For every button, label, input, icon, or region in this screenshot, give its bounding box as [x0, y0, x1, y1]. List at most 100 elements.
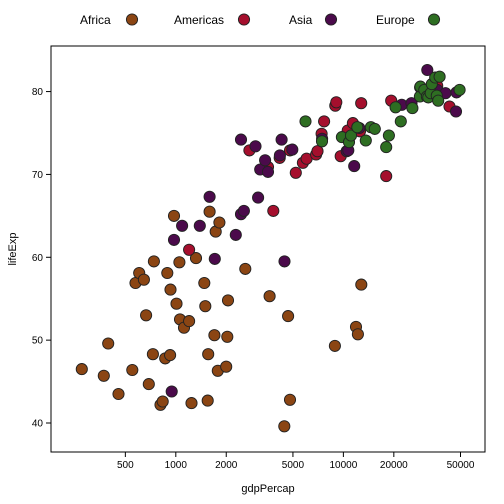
point-asia	[421, 63, 434, 77]
point-europe	[394, 115, 407, 128]
point-europe	[389, 101, 402, 114]
point-asia	[273, 149, 286, 162]
point-africa	[156, 395, 169, 408]
x-tick-label: 500	[117, 460, 134, 471]
point-africa	[97, 369, 110, 382]
x-axis-label: gdpPercap	[241, 483, 294, 495]
point-asia	[193, 219, 206, 232]
point-asia	[176, 219, 189, 232]
legend-label-americas: Americas	[174, 13, 224, 27]
point-africa	[283, 393, 297, 406]
point-asia	[252, 191, 265, 204]
y-tick-label: 80	[32, 87, 44, 98]
point-africa	[351, 328, 364, 341]
point-africa	[147, 255, 160, 268]
point-asia	[259, 154, 272, 167]
point-asia	[165, 385, 178, 398]
data-points	[75, 63, 466, 433]
point-asia	[449, 105, 463, 118]
point-africa	[208, 329, 221, 342]
legend-marker-asia	[324, 13, 338, 26]
point-americas	[267, 204, 280, 217]
point-europe	[299, 115, 312, 128]
legend-marker-africa	[125, 13, 139, 26]
point-africa	[202, 348, 215, 361]
point-europe	[344, 129, 358, 142]
point-africa	[183, 315, 196, 328]
point-africa	[102, 337, 115, 350]
point-africa	[167, 209, 181, 222]
point-africa	[328, 339, 341, 352]
legend-label-europe: Europe	[376, 13, 415, 27]
point-americas	[289, 166, 302, 179]
plot-panel	[50, 45, 486, 453]
point-asia	[203, 190, 216, 203]
point-africa	[142, 378, 155, 391]
point-africa	[185, 397, 198, 410]
legend-marker-europe	[427, 13, 441, 26]
point-africa	[199, 300, 212, 313]
x-tick-label: 10000	[329, 460, 357, 471]
point-africa	[213, 216, 226, 229]
point-americas	[355, 97, 368, 110]
point-asia	[237, 204, 250, 217]
point-asia	[208, 252, 221, 265]
point-africa	[221, 294, 235, 307]
x-tick-label: 50000	[447, 460, 475, 471]
point-europe	[368, 122, 381, 135]
x-tick-label: 20000	[380, 460, 408, 471]
point-europe	[380, 141, 393, 154]
legend-label-asia: Asia	[289, 13, 313, 27]
x-tick-label: 5000	[282, 460, 305, 471]
point-europe	[315, 135, 329, 148]
point-africa	[173, 256, 186, 269]
point-africa	[201, 394, 214, 407]
y-axis: 40 50 60 70 80	[32, 87, 51, 430]
point-asia	[234, 133, 248, 146]
point-europe	[359, 134, 372, 147]
point-asia	[167, 233, 181, 246]
y-tick-label: 40	[32, 419, 44, 430]
point-africa	[146, 348, 159, 361]
y-tick-label: 60	[32, 253, 44, 264]
point-africa	[355, 278, 368, 291]
point-europe	[433, 70, 446, 83]
point-asia	[261, 165, 275, 178]
y-tick-label: 70	[32, 170, 44, 181]
point-americas	[183, 243, 196, 256]
point-africa	[126, 363, 139, 377]
point-africa	[164, 283, 177, 296]
point-africa	[75, 363, 88, 376]
point-americas	[311, 145, 324, 158]
point-europe	[406, 102, 419, 115]
point-europe	[432, 94, 445, 107]
y-tick-label: 50	[32, 336, 44, 347]
x-axis: 500 1000 2000 5000 10000 20000 50000	[117, 452, 475, 471]
point-asia	[249, 140, 262, 153]
point-asia	[275, 133, 288, 146]
point-americas	[330, 96, 343, 109]
point-africa	[140, 309, 153, 322]
y-axis-label: lifeExp	[7, 232, 19, 265]
point-africa	[137, 273, 150, 286]
legend-label-africa: Africa	[80, 13, 111, 27]
point-africa	[112, 387, 125, 401]
point-asia	[348, 160, 361, 173]
point-asia	[229, 228, 242, 241]
point-africa	[239, 262, 252, 275]
point-africa	[221, 330, 234, 343]
point-africa	[278, 420, 291, 433]
point-africa	[263, 290, 276, 303]
point-africa	[220, 360, 233, 373]
point-africa	[170, 297, 183, 310]
legend: Africa Americas Asia Europe	[80, 13, 441, 27]
x-tick-label: 1000	[165, 460, 188, 471]
point-africa	[189, 252, 203, 265]
point-americas	[318, 115, 331, 128]
point-asia	[278, 255, 291, 268]
point-africa	[203, 205, 216, 218]
point-africa	[164, 349, 177, 362]
point-africa	[198, 276, 211, 290]
point-asia	[286, 143, 299, 156]
